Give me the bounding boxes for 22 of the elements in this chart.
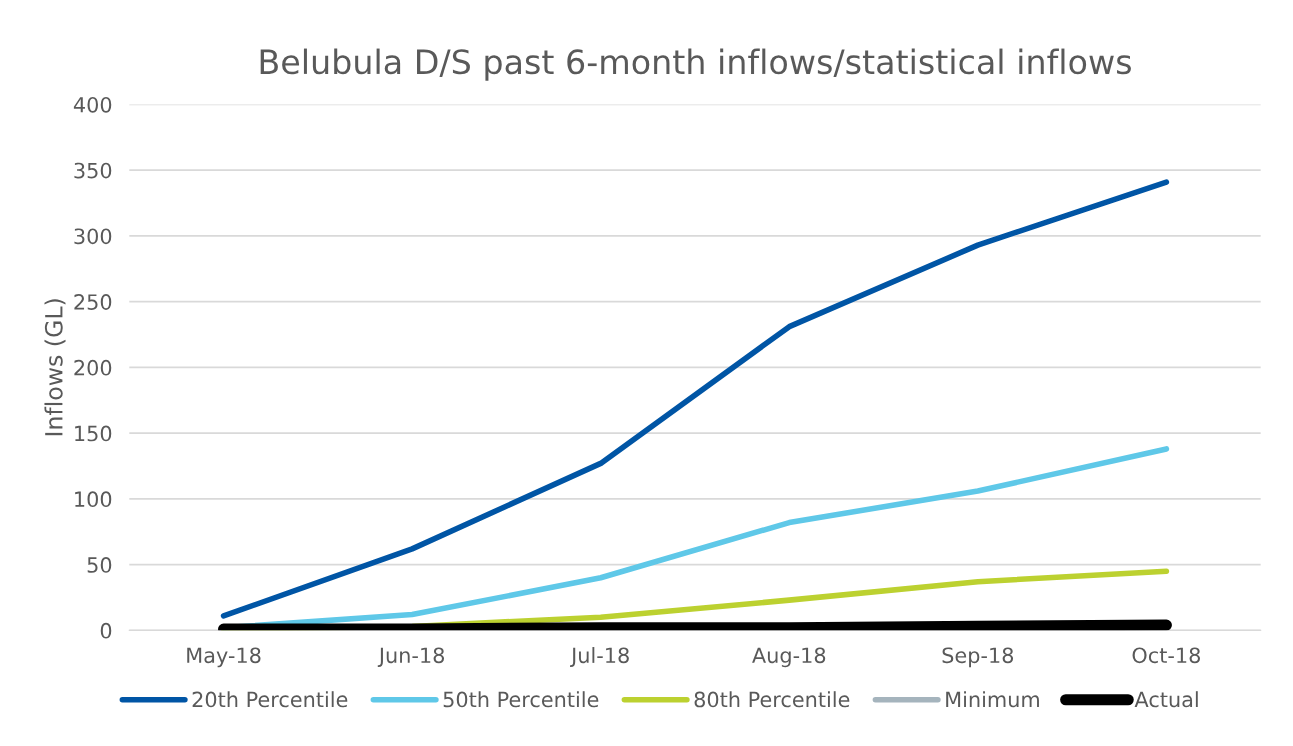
legend-label: 80th Percentile	[694, 691, 850, 708]
x-tick-label: Jun-18	[377, 647, 445, 668]
legend-label: 20th Percentile	[192, 691, 348, 708]
y-tick-label: 100	[75, 491, 112, 508]
chart-title: Belubula D/S past 6-month inflows/statistical inflows	[260, 48, 1131, 81]
y-tick-label: 250	[74, 294, 112, 310]
y-tick-label: 300	[74, 228, 112, 245]
y-tick-label: 0	[100, 622, 112, 639]
x-tick-label: Aug-18	[752, 647, 826, 668]
y-tick-label: 350	[74, 162, 112, 179]
x-tick-label: May-18	[187, 647, 261, 668]
x-tick-label: Jul-18	[570, 647, 629, 668]
y-tick-label: 400	[73, 96, 112, 113]
legend-label: Actual	[1134, 691, 1198, 708]
x-tick-label: Oct-18	[1132, 647, 1200, 664]
y-tick-label: 200	[74, 359, 112, 376]
y-axis-title: Inflows (GL)	[44, 299, 66, 436]
y-tick-label: 50	[87, 557, 112, 573]
y-tick-label: 150	[75, 425, 112, 442]
legend-label: Minimum	[946, 691, 1039, 708]
legend-label: 50th Percentile	[443, 691, 599, 708]
x-tick-label: Sep-18	[942, 647, 1014, 668]
